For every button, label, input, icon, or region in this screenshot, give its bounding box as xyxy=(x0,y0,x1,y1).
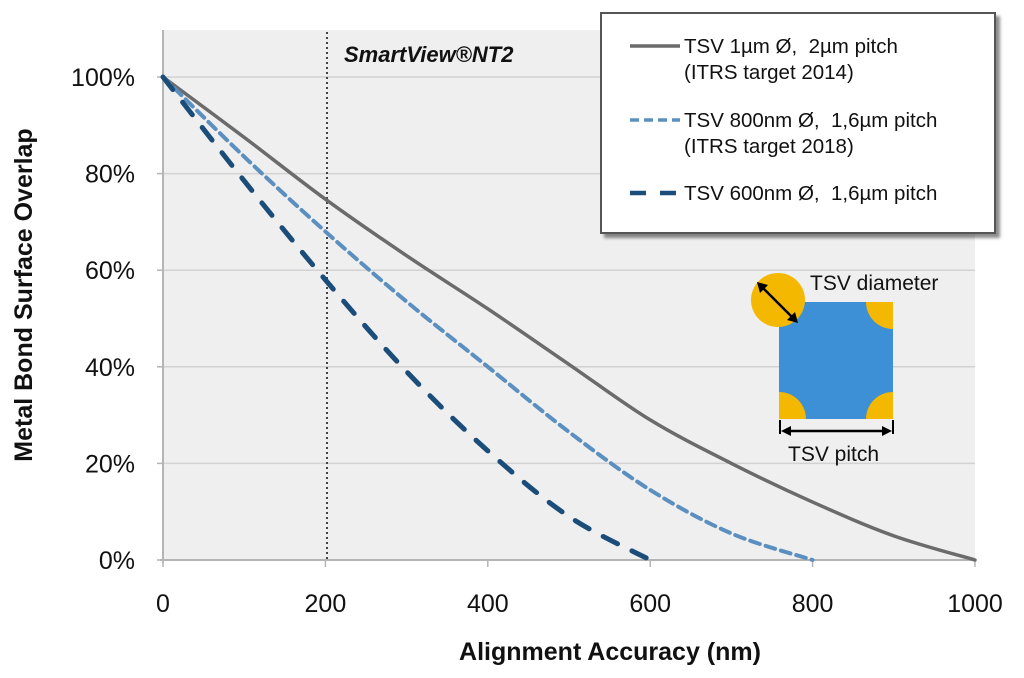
legend-sublabel: (ITRS target 2018) xyxy=(684,135,854,158)
legend-swatch-long-dash xyxy=(630,181,682,201)
arrowhead-icon xyxy=(781,426,791,436)
y-tick-label: 80% xyxy=(85,161,135,189)
x-tick-label: 600 xyxy=(629,590,671,618)
x-tick-label: 0 xyxy=(156,590,170,618)
y-tick-label: 60% xyxy=(85,257,135,285)
legend-swatch-solid xyxy=(630,34,682,54)
x-axis-ticks: 0 200 400 600 800 1000 xyxy=(156,560,1003,618)
smartview-label: SmartView®NT2 xyxy=(344,42,514,67)
y-tick-label: 40% xyxy=(85,354,135,382)
y-tick-label: 20% xyxy=(85,450,135,478)
arrowhead-icon xyxy=(787,312,798,323)
y-tick-label: 0% xyxy=(99,547,135,575)
legend-item-tsv-800nm: TSV 800nm Ø, 1,6µm pitch (ITRS target 20… xyxy=(602,108,937,160)
tsv-circle xyxy=(751,273,805,327)
series-line-1 xyxy=(161,75,815,562)
x-tick-label: 1000 xyxy=(947,590,1003,618)
y-tick-label: 100% xyxy=(71,64,135,92)
legend-label: TSV 600nm Ø, 1,6µm pitch xyxy=(684,182,938,205)
legend: TSV 1µm Ø, 2µm pitch (ITRS target 2014) … xyxy=(600,12,996,234)
arrowhead-icon xyxy=(882,426,892,436)
series-lines xyxy=(160,74,977,563)
legend-label: TSV 1µm Ø, 2µm pitch xyxy=(684,35,898,58)
bond-pad-square xyxy=(779,302,893,419)
y-axis-title: Metal Bond Surface Overlap xyxy=(10,128,38,461)
tsv-corner-br xyxy=(866,392,893,419)
legend-swatch-short-dash xyxy=(630,108,682,128)
tsv-corner-tr xyxy=(866,302,893,329)
x-axis-title: Alignment Accuracy (nm) xyxy=(459,638,761,666)
arrowhead-icon xyxy=(757,282,768,293)
x-tick-label: 200 xyxy=(305,590,347,618)
x-tick-label: 400 xyxy=(467,590,509,618)
x-tick-label: 800 xyxy=(792,590,834,618)
series-line-2 xyxy=(160,74,653,563)
legend-item-tsv-600nm: TSV 600nm Ø, 1,6µm pitch xyxy=(602,181,937,207)
series-line-0 xyxy=(161,75,977,562)
legend-sublabel: (ITRS target 2014) xyxy=(684,61,854,84)
tsv-corner-bl xyxy=(779,392,806,419)
diameter-arrow-icon xyxy=(759,284,796,321)
tsv-diameter-label: TSV diameter xyxy=(810,272,939,295)
legend-item-tsv-1um: TSV 1µm Ø, 2µm pitch (ITRS target 2014) xyxy=(602,34,898,86)
tsv-inset-diagram xyxy=(751,273,894,436)
legend-label: TSV 800nm Ø, 1,6µm pitch xyxy=(684,109,938,132)
gridlines xyxy=(163,76,975,465)
y-axis-ticks: 0% 20% 40% 60% 80% 100% xyxy=(71,64,163,575)
tsv-pitch-label: TSV pitch xyxy=(788,443,880,466)
